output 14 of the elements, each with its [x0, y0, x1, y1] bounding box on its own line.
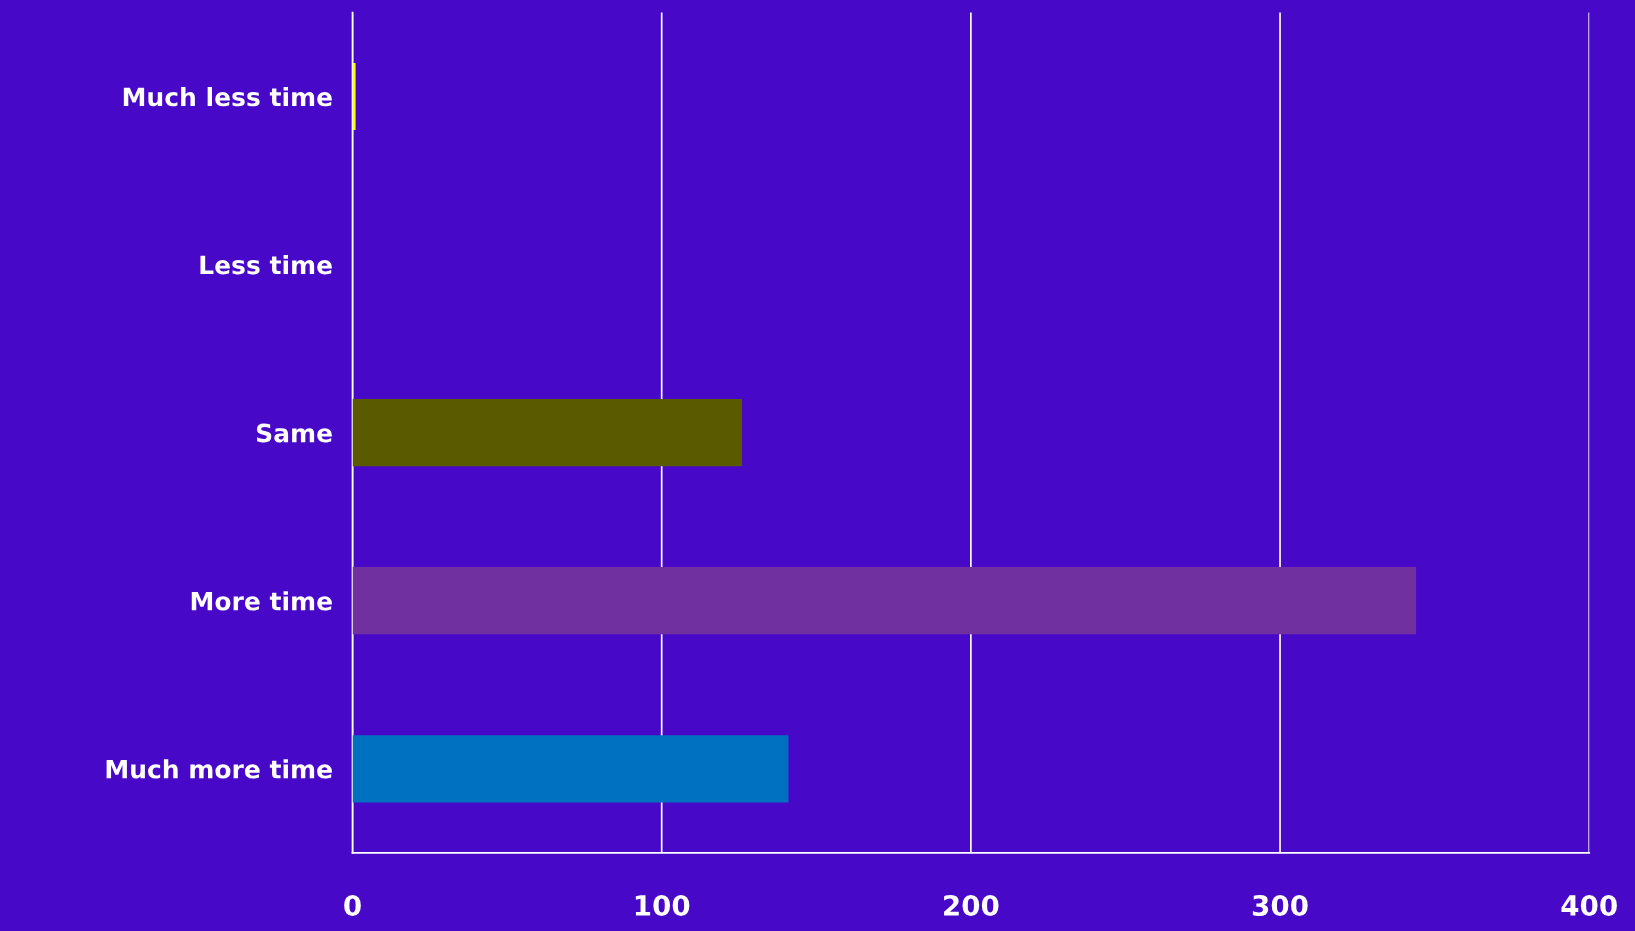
y-tick-label: Much less time [123, 87, 332, 107]
bar [352, 567, 1417, 635]
x-tick-label: 0 [344, 894, 361, 916]
y-tick-label: Much more time [106, 759, 332, 779]
x-tick-label: 100 [635, 894, 690, 916]
x-tick-label: 200 [944, 894, 999, 916]
bar [352, 735, 789, 803]
y-tick-label: More time [191, 591, 332, 611]
x-tick-label: 300 [1252, 894, 1308, 916]
bar [352, 399, 743, 467]
bar [352, 62, 356, 131]
x-tick-label: 400 [1561, 894, 1617, 916]
y-tick-label: Same [256, 423, 332, 443]
y-tick-label: Less time [200, 255, 332, 275]
